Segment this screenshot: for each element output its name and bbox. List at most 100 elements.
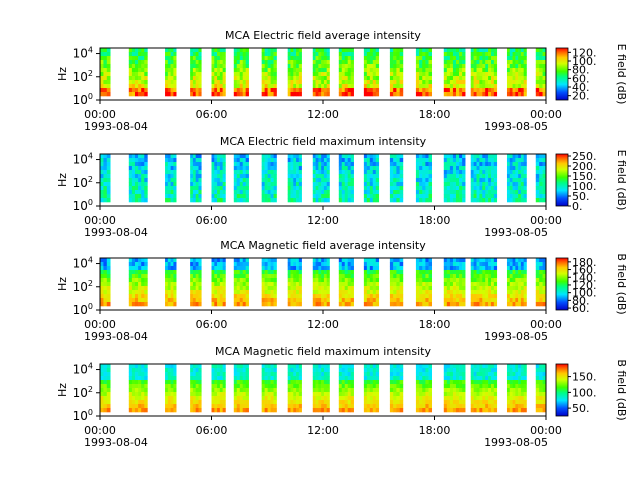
spectrogram-cell [539, 48, 543, 53]
spectrogram-cell [222, 80, 226, 85]
spectrogram-cell [138, 194, 142, 199]
spectrogram-cell [290, 64, 294, 69]
spectrogram-cell [542, 56, 547, 61]
spectrogram-cell [479, 396, 483, 401]
spectrogram-cell [106, 404, 111, 409]
spectrogram-cell [312, 298, 316, 303]
y-tick-label: 104 [73, 362, 93, 377]
spectrogram-cell [318, 294, 322, 299]
spectrogram-cell [190, 198, 194, 203]
spectrogram-cell [456, 60, 460, 65]
spectrogram-cell [485, 270, 489, 275]
spectrogram-cell [242, 408, 246, 413]
spectrogram-cell [100, 158, 104, 163]
y-tick-label: 100 [73, 92, 93, 107]
spectrogram-cell [470, 170, 474, 175]
spectrogram-cell [264, 290, 268, 295]
spectrogram-cell [415, 52, 420, 57]
spectrogram-cell [419, 52, 423, 57]
spectrogram-cell [449, 368, 454, 373]
spectrogram-cell [485, 158, 489, 163]
spectrogram-cell [535, 372, 540, 377]
spectrogram-cell [267, 190, 271, 195]
spectrogram-cell [479, 400, 483, 405]
spectrogram-cell [428, 392, 433, 397]
spectrogram-cell [518, 88, 522, 93]
spectrogram-cell [264, 262, 268, 267]
spectrogram-cell [198, 190, 202, 195]
x-tick-label: 00:00 [530, 424, 562, 437]
spectrogram-cell [167, 376, 171, 381]
spectrogram-cell [128, 158, 133, 163]
spectrogram-cell [267, 186, 271, 191]
spectrogram-cell [103, 178, 108, 183]
spectrogram-cell [366, 170, 371, 175]
spectrogram-cell [518, 64, 522, 69]
spectrogram-cell [369, 294, 374, 299]
spectrogram-cell [270, 266, 274, 271]
spectrogram-cell [473, 60, 477, 65]
spectrogram-cell [273, 274, 277, 279]
spectrogram-cell [488, 182, 492, 187]
spectrogram-cell [363, 290, 368, 295]
spectrogram-cell [419, 182, 423, 187]
spectrogram-cell [399, 52, 404, 57]
spectrogram-cell [138, 162, 142, 167]
spectrogram-cell [456, 194, 460, 199]
spectrogram-cell [273, 380, 277, 385]
spectrogram-cell [170, 372, 174, 377]
spectrogram-cell [520, 404, 524, 409]
spectrogram-cell [198, 80, 202, 85]
spectrogram-cell [375, 380, 380, 385]
spectrogram-cell [287, 278, 291, 283]
spectrogram-cell [512, 282, 516, 287]
spectrogram-cell [476, 76, 480, 81]
spectrogram-cell [326, 384, 330, 389]
spectrogram-cell [261, 198, 265, 203]
spectrogram-cell [239, 376, 244, 381]
spectrogram-cell [173, 178, 177, 183]
spectrogram-cell [490, 92, 495, 97]
spectrogram-cell [422, 372, 426, 377]
spectrogram-cell [170, 396, 174, 401]
spectrogram-cell [190, 52, 194, 57]
spectrogram-cell [270, 384, 274, 389]
spectrogram-cell [422, 376, 426, 381]
spectrogram-cell [323, 270, 328, 275]
spectrogram-cell [506, 294, 511, 299]
spectrogram-cell [535, 376, 540, 381]
spectrogram-cell [144, 174, 148, 179]
spectrogram-cell [144, 72, 148, 77]
spectrogram-cell [326, 68, 330, 73]
spectrogram-cell [396, 270, 400, 275]
spectrogram-cell [198, 368, 202, 373]
colorbar-tick-label: 150. [572, 170, 597, 183]
spectrogram-cell [100, 92, 104, 97]
spectrogram-cell [290, 274, 294, 279]
spectrogram-cell [323, 286, 328, 291]
spectrogram-cell [106, 178, 111, 183]
spectrogram-cell [128, 384, 133, 389]
spectrogram-cell [399, 392, 404, 397]
spectrogram-cell [479, 76, 483, 81]
spectrogram-cell [506, 302, 511, 307]
spectrogram-cell [100, 408, 104, 413]
spectrogram-cell [415, 392, 420, 397]
spectrogram-cell [198, 278, 202, 283]
spectrogram-cell [135, 376, 139, 381]
spectrogram-cell [428, 258, 433, 263]
spectrogram-cell [264, 64, 268, 69]
spectrogram-cell [128, 52, 133, 57]
spectrogram-cell [470, 282, 474, 287]
spectrogram-cell [347, 84, 351, 89]
spectrogram-cell [198, 174, 202, 179]
y-tick-label: 100 [73, 302, 93, 317]
spectrogram-cell [106, 388, 111, 393]
spectrogram-cell [341, 294, 346, 299]
spectrogram-cell [338, 408, 343, 413]
spectrogram-cell [135, 166, 139, 171]
spectrogram-cell [425, 72, 429, 77]
spectrogram-cell [512, 396, 516, 401]
spectrogram-cell [485, 380, 489, 385]
spectrogram-cell [312, 408, 316, 413]
